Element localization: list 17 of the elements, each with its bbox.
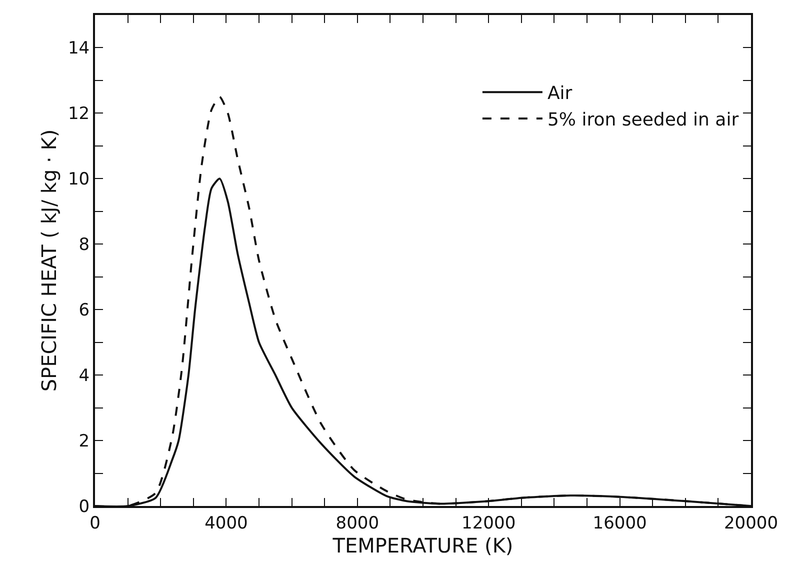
legend-label: 5% iron seeded in air (547, 110, 740, 131)
x-tick-label: 16000 (592, 513, 647, 534)
x-axis-title: TEMPERATURE (K) (332, 533, 514, 558)
x-tick-label: 8000 (336, 513, 380, 534)
x-tick-label: 20000 (724, 513, 778, 534)
x-tick-label: 12000 (462, 513, 516, 534)
y-tick-label: 8 (78, 235, 90, 256)
x-tick-label: 4000 (204, 513, 248, 534)
y-tick-label: 4 (78, 366, 90, 386)
y-axis-title: SPECIFIC HEAT ( kJ/ kg · K) (36, 129, 61, 392)
legend-label: Air (547, 83, 573, 104)
y-tick-label: 6 (78, 300, 90, 321)
y-tick-label: 0 (78, 496, 90, 517)
y-tick-label: 2 (78, 431, 90, 452)
y-tick-label: 10 (68, 170, 90, 190)
y-tick-label: 12 (68, 104, 90, 124)
y-tick-label: 14 (68, 38, 90, 59)
